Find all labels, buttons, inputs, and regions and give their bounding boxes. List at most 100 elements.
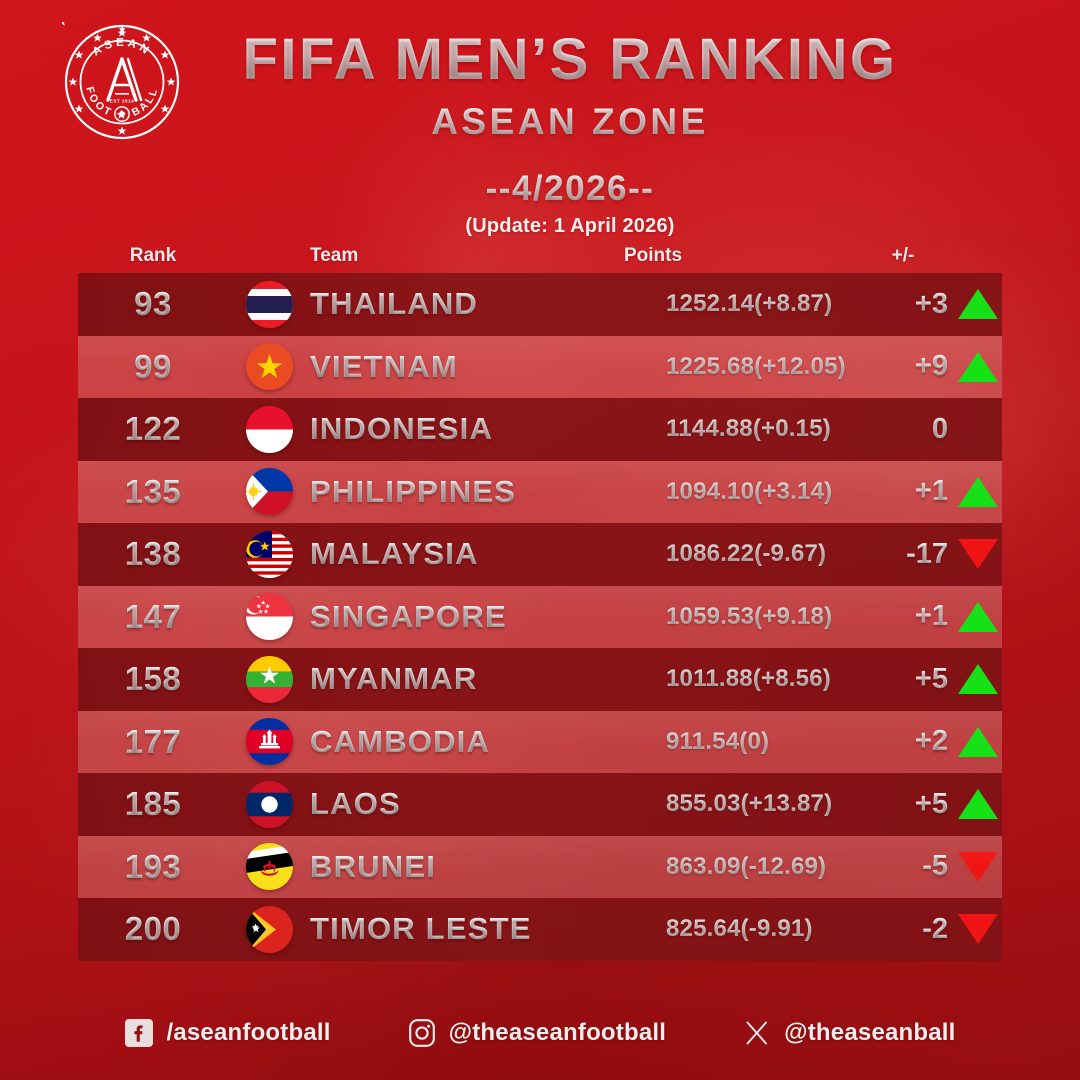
cell-rank: 122 — [78, 410, 228, 448]
cell-points: 1086.22(-9.67) — [666, 540, 872, 568]
cell-trend — [948, 289, 1002, 320]
cell-team-name: SINGAPORE — [310, 599, 666, 635]
table-row: 158 MYANMAR 1011.88(+8.56) +5 — [78, 648, 1002, 711]
instagram-handle: @theaseanfootball — [448, 1019, 667, 1046]
cell-flag — [228, 905, 310, 953]
cell-delta: +1 — [872, 600, 948, 633]
myanmar-flag-icon — [245, 655, 293, 703]
cell-points: 825.64(-9.91) — [666, 915, 872, 943]
trend-down-icon — [958, 539, 998, 570]
column-header-team: Team — [310, 245, 359, 266]
trend-up-icon — [958, 351, 998, 382]
cell-trend — [948, 664, 1002, 695]
cell-delta: +5 — [872, 663, 948, 696]
cell-team-name: TIMOR LESTE — [310, 911, 666, 947]
x-handle: @theaseanball — [784, 1019, 956, 1046]
social-facebook[interactable]: /aseanfootball — [124, 1018, 330, 1048]
cell-flag — [228, 343, 310, 391]
cell-flag — [228, 655, 310, 703]
cell-points: 1094.10(+3.14) — [666, 478, 872, 506]
facebook-icon — [124, 1018, 154, 1048]
philippines-flag-icon — [245, 468, 293, 516]
trend-up-icon — [958, 726, 998, 757]
page-subtitle: ASEAN ZONE — [60, 101, 1080, 143]
cell-points: 1252.14(+8.87) — [666, 290, 872, 318]
cell-delta: 0 — [872, 413, 948, 446]
column-header-delta: +/- — [891, 245, 915, 266]
cell-points: 1144.88(+0.15) — [666, 415, 872, 443]
trend-up-icon — [958, 289, 998, 320]
cell-flag — [228, 718, 310, 766]
cell-trend — [948, 789, 1002, 820]
table-row: 93 THAILAND 1252.14(+8.87) +3 — [78, 273, 1002, 336]
trend-up-icon — [958, 476, 998, 507]
cell-flag — [228, 280, 310, 328]
social-instagram[interactable]: @theaseanfootball — [407, 1018, 667, 1048]
thailand-flag-icon — [245, 280, 293, 328]
cell-rank: 93 — [78, 285, 228, 323]
period-label: --4/2026-- — [60, 169, 1080, 209]
table-row: 147 SINGAPORE 1059.53(+9.18) +1 — [78, 585, 1002, 648]
cell-points: 863.09(-12.69) — [666, 853, 872, 881]
cell-delta: +9 — [872, 350, 948, 383]
cell-team-name: VIETNAM — [310, 349, 666, 385]
svg-text:EST 2014: EST 2014 — [110, 99, 134, 104]
table-row: 193 BRUNEI 863.09(-12.69) -5 — [78, 835, 1002, 898]
table-row: 138 MALAYSIA 1086.22(-9.67) -17 — [78, 523, 1002, 586]
table-row: 99 VIETNAM 1225.68(+12.05) +9 — [78, 335, 1002, 398]
cell-team-name: PHILIPPINES — [310, 474, 666, 510]
cell-trend — [948, 726, 1002, 757]
cell-trend — [948, 476, 1002, 507]
table-header-row: Rank Team Points +/- — [78, 243, 1002, 269]
table-row: 177 CAMBODIA 911.54(0) +2 — [78, 710, 1002, 773]
cell-rank: 158 — [78, 660, 228, 698]
cell-trend — [948, 539, 1002, 570]
cell-flag — [228, 405, 310, 453]
asean-football-logo: ASEAN FOOT ★ BALL EST 2014 — [62, 22, 182, 142]
cell-flag — [228, 530, 310, 578]
malaysia-flag-icon — [245, 530, 293, 578]
ranking-table: Rank Team Points +/- 93 THAILAND 1252.14(… — [78, 243, 1002, 961]
cell-delta: +1 — [872, 475, 948, 508]
table-row: 185 LAOS 855.03(+13.87) +5 — [78, 773, 1002, 836]
trend-up-icon — [958, 664, 998, 695]
cell-trend — [948, 351, 1002, 382]
cell-team-name: MYANMAR — [310, 661, 666, 697]
singapore-flag-icon — [245, 593, 293, 641]
cambodia-flag-icon — [245, 718, 293, 766]
cell-points: 855.03(+13.87) — [666, 790, 872, 818]
cell-rank: 135 — [78, 473, 228, 511]
column-header-points: Points — [623, 245, 683, 266]
trend-down-icon — [958, 851, 998, 882]
cell-rank: 147 — [78, 598, 228, 636]
cell-delta: +2 — [872, 725, 948, 758]
cell-flag — [228, 593, 310, 641]
indonesia-flag-icon — [245, 405, 293, 453]
laos-flag-icon — [245, 780, 293, 828]
cell-delta: -17 — [872, 538, 948, 571]
cell-points: 1011.88(+8.56) — [666, 665, 872, 693]
vietnam-flag-icon — [245, 343, 293, 391]
cell-delta: +3 — [872, 288, 948, 321]
trend-up-icon — [958, 789, 998, 820]
cell-trend — [948, 914, 1002, 945]
cell-delta: -2 — [872, 913, 948, 946]
facebook-handle: /aseanfootball — [166, 1019, 331, 1046]
x-twitter-icon — [742, 1018, 772, 1048]
social-x-twitter[interactable]: @theaseanball — [742, 1018, 955, 1048]
table-row: 200 TIMOR LESTE 825.64(-9.91) -2 — [78, 898, 1002, 961]
poster-header: FIFA MEN’S RANKING ASEAN ZONE --4/2026--… — [0, 29, 1080, 238]
timor-leste-flag-icon — [245, 905, 293, 953]
cell-flag — [228, 843, 310, 891]
cell-team-name: MALAYSIA — [310, 536, 666, 572]
cell-trend — [948, 601, 1002, 632]
table-row: 135 PHILIPPINES 1094.10(+3.14) +1 — [78, 460, 1002, 523]
brunei-flag-icon — [245, 843, 293, 891]
cell-rank: 200 — [78, 910, 228, 948]
cell-flag — [228, 468, 310, 516]
column-header-rank: Rank — [129, 245, 177, 266]
cell-rank: 185 — [78, 785, 228, 823]
cell-team-name: THAILAND — [310, 286, 666, 322]
cell-rank: 138 — [78, 535, 228, 573]
